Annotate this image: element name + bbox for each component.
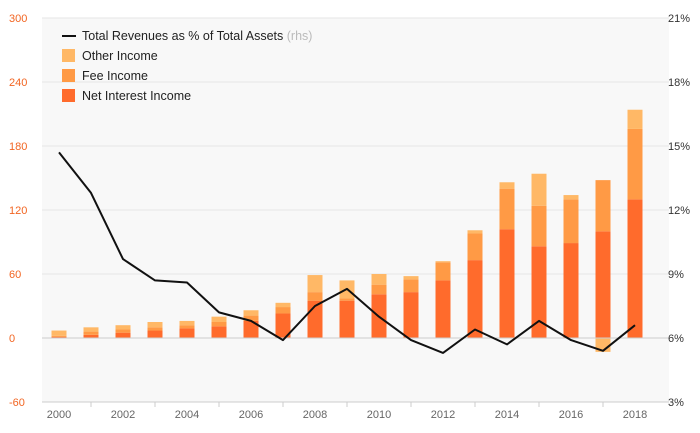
bar-net-interest-income (627, 199, 643, 338)
x-tick-label: 2000 (47, 409, 71, 421)
left-tick-label: 240 (9, 77, 27, 89)
bar-fee-income (403, 279, 419, 293)
legend-label-other-income: Other Income (82, 49, 158, 63)
bar-net-interest-income (51, 336, 67, 338)
right-tick-label: 12% (668, 205, 690, 217)
bar-fee-income (627, 128, 643, 200)
bar-other-income (627, 109, 643, 129)
bar-other-income (147, 322, 163, 328)
bar-other-income (371, 274, 387, 285)
right-tick-label: 18% (668, 77, 690, 89)
legend-swatch-fee-income (62, 69, 75, 82)
legend-swatch-other-income (62, 49, 75, 62)
bar-net-interest-income (499, 229, 515, 338)
legend-label-net-interest-income: Net Interest Income (82, 89, 191, 103)
x-tick-label: 2010 (367, 409, 391, 421)
bar-other-income (435, 261, 451, 263)
x-tick-label: 2006 (239, 409, 263, 421)
bar-fee-income (595, 180, 611, 232)
bar-fee-income (243, 315, 259, 321)
x-axis: 2000 2002 2004 2006 2008 2010 2012 2014 2016 2018 (42, 401, 669, 421)
x-tick-label: 2014 (495, 409, 519, 421)
left-tick-label: 300 (9, 13, 27, 25)
bar-fee-income (499, 188, 515, 230)
bar-other-income (403, 276, 419, 280)
bar-fee-income (435, 262, 451, 281)
x-tick-label: 2008 (303, 409, 327, 421)
bar-other-income (83, 327, 99, 332)
legend-swatch-net-interest-income (62, 89, 75, 102)
bar-fee-income (563, 199, 579, 244)
right-tick-label: 15% (668, 141, 690, 153)
left-axis: -60 0 60 120 180 240 300 (9, 13, 27, 409)
bar-other-income (499, 182, 515, 189)
legend-label-fee-income: Fee Income (82, 69, 148, 83)
bar-fee-income (531, 205, 547, 247)
right-tick-label: 3% (668, 397, 684, 409)
right-tick-label: 9% (668, 269, 684, 281)
bar-other-income (275, 302, 291, 308)
bar-net-interest-income (339, 300, 355, 338)
bars (51, 109, 643, 352)
left-tick-label: 0 (9, 333, 15, 345)
bar-fee-income (179, 325, 195, 329)
bar-net-interest-income (179, 328, 195, 338)
x-tick-label: 2004 (175, 409, 199, 421)
left-tick-label: 180 (9, 141, 27, 153)
x-tick-label: 2012 (431, 409, 455, 421)
bar-fee-income (115, 329, 131, 333)
bar-net-interest-income (83, 334, 99, 338)
right-axis: 3% 6% 9% 12% 15% 18% 21% (668, 13, 690, 409)
bar-net-interest-income (435, 280, 451, 338)
bar-fee-income (307, 292, 323, 301)
bar-net-interest-income (211, 326, 227, 338)
left-tick-label: 120 (9, 205, 27, 217)
bar-other-income (563, 195, 579, 200)
bar-net-interest-income (563, 243, 579, 338)
bar-other-income (51, 330, 67, 336)
bar-net-interest-income (595, 231, 611, 338)
bar-fee-income (371, 284, 387, 295)
right-tick-label: 21% (668, 13, 690, 25)
left-tick-label: 60 (9, 269, 21, 281)
bar-other-income (307, 275, 323, 293)
bar-net-interest-income (147, 330, 163, 338)
bar-other-income (179, 320, 195, 326)
bar-fee-income (51, 335, 67, 337)
legend-label-ratio: Total Revenues as % of Total Assets (rhs… (82, 29, 312, 43)
bar-net-interest-income (531, 246, 547, 338)
bar-other-income (531, 173, 547, 206)
bar-fee-income (211, 322, 227, 327)
bar-other-income (115, 325, 131, 330)
bar-fee-income (467, 233, 483, 261)
bar-net-interest-income (115, 332, 131, 338)
bar-net-interest-income (243, 320, 259, 338)
legend: Total Revenues as % of Total Assets (rhs… (62, 29, 312, 103)
bar-net-interest-income (467, 260, 483, 338)
bar-fee-income (339, 298, 355, 301)
bar-other-income (211, 316, 227, 322)
bar-net-interest-income (275, 313, 291, 338)
left-tick-label: -60 (9, 397, 25, 409)
bar-fee-income (83, 331, 99, 335)
x-tick-label: 2016 (559, 409, 583, 421)
revenue-ratio-line-path (58, 151, 636, 354)
bar-net-interest-income (403, 292, 419, 338)
x-tick-label: 2018 (623, 409, 647, 421)
right-tick-label: 6% (668, 333, 684, 345)
revenue-ratio-line (58, 151, 636, 354)
bar-other-income (243, 310, 259, 316)
bar-other-income (467, 230, 483, 234)
x-tick-label: 2002 (111, 409, 135, 421)
bar-fee-income (147, 327, 163, 331)
bar-fee-income (275, 307, 291, 314)
